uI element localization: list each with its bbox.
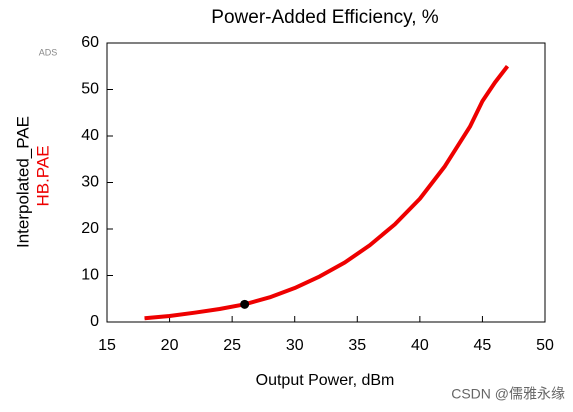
x-tick-label: 40	[411, 337, 429, 354]
marker-point	[240, 299, 250, 309]
y-tick-label: 30	[81, 174, 99, 191]
badge: ADS	[39, 47, 58, 57]
x-tick-label: 45	[474, 337, 492, 354]
y-tick-label: 10	[81, 267, 99, 284]
y-axis-label: Interpolated_PAE	[13, 116, 32, 248]
x-tick-label: 25	[223, 337, 241, 354]
series-line	[144, 65, 509, 320]
y-axis-label: HB.PAE	[33, 145, 52, 206]
y-tick-label: 0	[90, 313, 99, 330]
watermark: CSDN @儒雅永缘	[451, 386, 565, 402]
plot-frame	[106, 42, 546, 323]
x-tick-label: 20	[161, 337, 179, 354]
y-tick-label: 20	[81, 220, 99, 237]
y-tick-label: 50	[81, 81, 99, 98]
y-tick-label: 40	[81, 127, 99, 144]
x-tick-label: 35	[348, 337, 366, 354]
y-tick-label: 60	[81, 34, 99, 51]
x-tick-label: 30	[286, 337, 304, 354]
x-tick-label: 50	[536, 337, 554, 354]
series-line	[144, 65, 510, 321]
x-tick-label: 15	[98, 337, 116, 354]
chart-title: Power-Added Efficiency, %	[211, 7, 439, 28]
x-axis-label: Output Power, dBm	[256, 372, 395, 389]
